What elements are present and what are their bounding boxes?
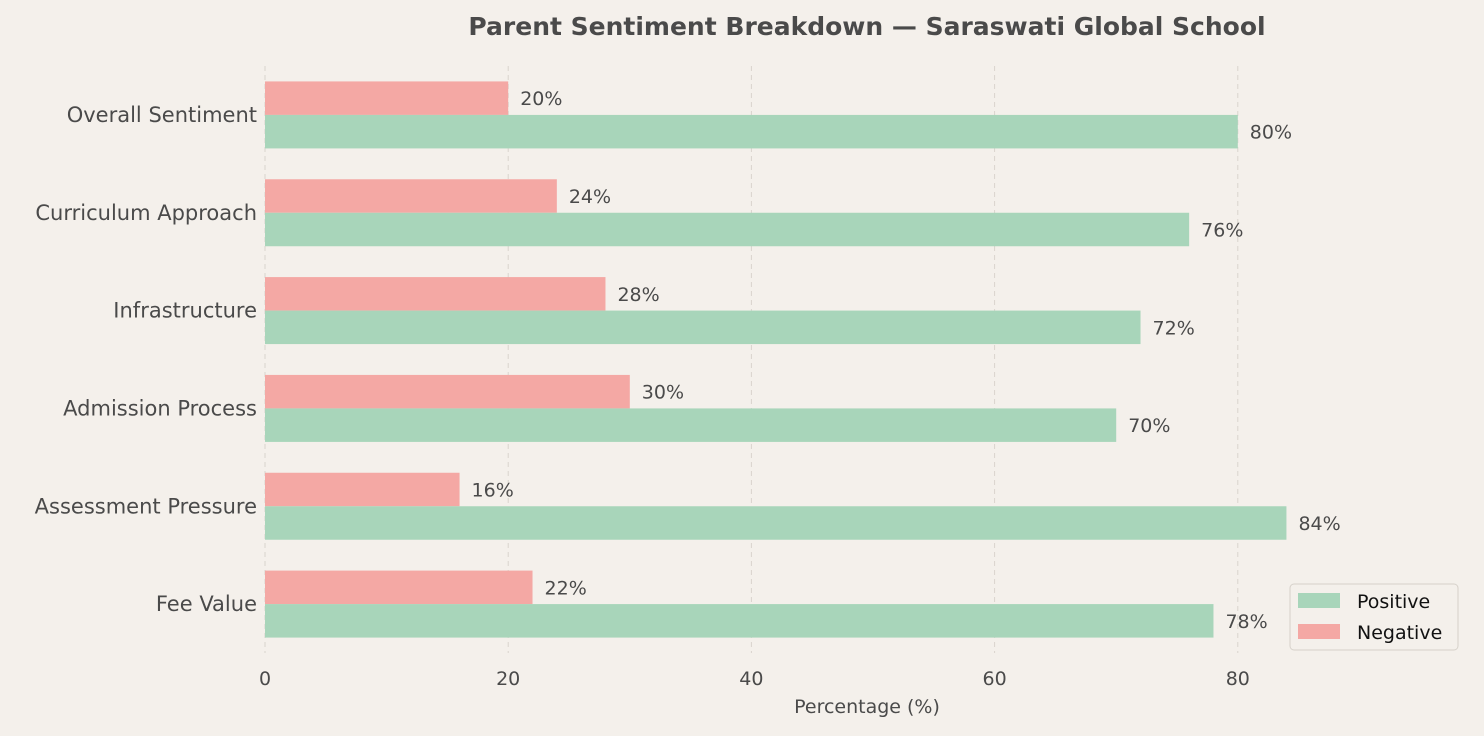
category-labels: Overall Sentiment Curriculum Approach Infr… (35, 103, 257, 616)
bar-positive[interactable] (265, 604, 1214, 638)
x-tick-label: 60 (983, 668, 1007, 690)
category-label: Overall Sentiment (67, 103, 257, 127)
data-label-positive: 78% (1225, 611, 1267, 633)
bar-positive[interactable] (265, 212, 1190, 247)
data-label-positive: 72% (1153, 317, 1195, 339)
bars: 20% 80% 24% 76% 28% 72% 30% 70% 16% 84% 22% 78% (265, 81, 1341, 638)
x-tick-label: 80 (1226, 668, 1250, 690)
legend-label-positive: Positive (1357, 591, 1430, 613)
category-label: Curriculum Approach (35, 201, 257, 225)
data-label-positive: 76% (1201, 220, 1243, 242)
x-axis-label: Percentage (%) (794, 696, 940, 718)
data-label-positive: 84% (1298, 513, 1340, 535)
x-tick-label: 40 (739, 668, 763, 690)
legend-label-negative: Negative (1357, 622, 1442, 644)
x-tick-label: 0 (259, 668, 271, 690)
data-label-negative: 30% (642, 382, 684, 404)
bar-positive[interactable] (265, 506, 1287, 540)
legend-swatch-negative (1298, 624, 1340, 639)
category-label: Infrastructure (113, 299, 257, 323)
data-label-negative: 24% (569, 186, 611, 208)
category-label: Assessment Pressure (35, 494, 257, 518)
bar-negative[interactable] (265, 472, 460, 507)
legend[interactable]: Positive Negative (1289, 583, 1459, 651)
bar-positive[interactable] (265, 408, 1117, 442)
bar-positive[interactable] (265, 114, 1238, 149)
bar-negative[interactable] (265, 179, 557, 213)
category-label: Admission Process (63, 396, 257, 420)
bar-positive[interactable] (265, 310, 1141, 345)
x-tick-label: 20 (496, 668, 520, 690)
data-label-negative: 28% (617, 284, 659, 306)
data-label-negative: 16% (472, 480, 514, 502)
bar-negative[interactable] (265, 374, 630, 409)
data-label-positive: 70% (1128, 415, 1170, 437)
category-label: Fee Value (156, 592, 257, 616)
bar-negative[interactable] (265, 277, 606, 311)
data-label-positive: 80% (1250, 122, 1292, 144)
grid-lines (264, 66, 1239, 653)
bar-negative[interactable] (265, 570, 533, 605)
data-label-negative: 20% (520, 88, 562, 110)
bar-negative[interactable] (265, 81, 509, 115)
legend-swatch-positive (1298, 593, 1340, 608)
data-label-negative: 22% (545, 577, 587, 599)
x-tick-labels: 0 20 40 60 80 (259, 668, 1250, 690)
chart-title: Parent Sentiment Breakdown — Saraswati G… (468, 12, 1265, 41)
